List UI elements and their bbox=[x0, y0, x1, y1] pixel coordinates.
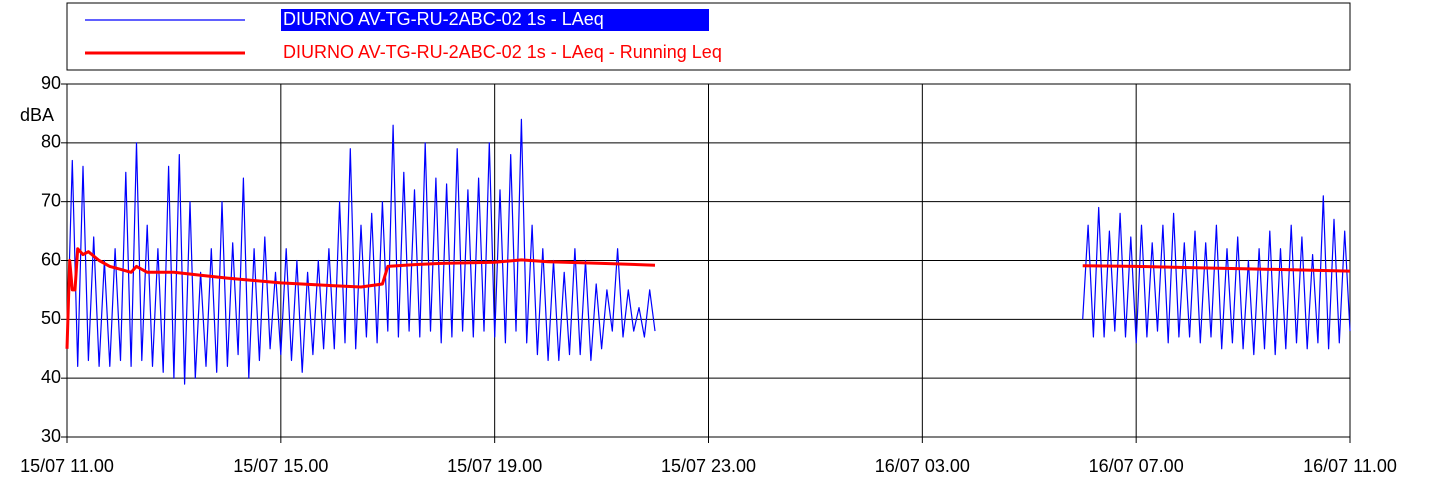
y-tick-label: 80 bbox=[41, 132, 61, 152]
y-tick-label: 50 bbox=[41, 308, 61, 328]
plot-frame bbox=[66, 83, 1351, 438]
y-tick-label: 70 bbox=[41, 190, 61, 210]
x-tick-label: 16/07 03.00 bbox=[875, 456, 970, 476]
x-tick-label: 15/07 23.00 bbox=[661, 456, 756, 476]
x-tick-label: 15/07 19.00 bbox=[447, 456, 542, 476]
legend-label: DIURNO AV-TG-RU-2ABC-02 1s - LAeq - Runn… bbox=[283, 42, 722, 62]
x-tick-label: 15/07 15.00 bbox=[233, 456, 328, 476]
x-tick-label: 16/07 07.00 bbox=[1089, 456, 1184, 476]
y-tick-label: 60 bbox=[41, 249, 61, 269]
y-axis-label: dBA bbox=[20, 105, 54, 125]
y-tick-label: 30 bbox=[41, 426, 61, 446]
legend-highlight bbox=[281, 9, 709, 31]
legend-label: DIURNO AV-TG-RU-2ABC-02 1s - LAeq bbox=[283, 9, 604, 29]
x-tick-label: 15/07 11.00 bbox=[20, 456, 114, 476]
series-line bbox=[66, 118, 1351, 385]
y-tick-label: 40 bbox=[41, 367, 61, 387]
x-tick-label: 16/07 11.00 bbox=[1303, 456, 1397, 476]
y-tick-label: 90 bbox=[41, 73, 61, 93]
series-line bbox=[65, 247, 1351, 349]
